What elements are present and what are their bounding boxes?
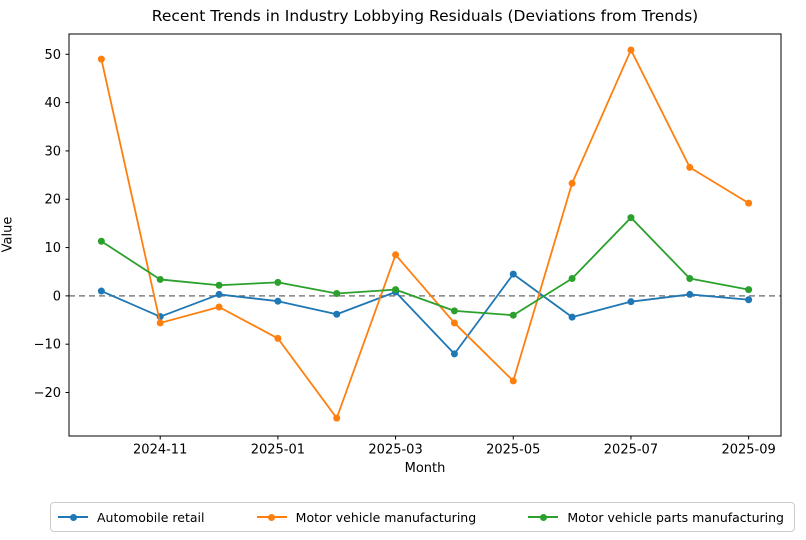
data-point-motor-vehicle-manufacturing: [156, 319, 164, 327]
y-tick-label: 0: [53, 289, 61, 304]
data-point-motor-vehicle-manufacturing: [274, 334, 282, 342]
x-tick-label: 2024-11: [133, 443, 187, 458]
data-point-motor-vehicle-parts-manufacturing: [686, 274, 694, 282]
y-tick-label: 10: [44, 241, 61, 256]
data-point-automobile-retail: [568, 313, 576, 321]
legend-entry-motor-vehicle-manufacturing: Motor vehicle manufacturing: [256, 509, 477, 525]
x-tick-label: 2025-03: [368, 443, 422, 458]
data-point-automobile-retail: [627, 298, 635, 306]
series-line-motor-vehicle-parts-manufacturing: [100, 216, 750, 317]
data-point-motor-vehicle-parts-manufacturing: [156, 275, 164, 283]
legend-label: Motor vehicle parts manufacturing: [567, 509, 784, 525]
line-dot-marker-icon: [528, 513, 559, 521]
x-axis-label: Month: [404, 461, 446, 476]
data-point-motor-vehicle-manufacturing: [392, 251, 400, 259]
legend: Automobile retail Motor vehicle manufact…: [50, 502, 795, 532]
legend-entry-automobile-retail: Automobile retail: [58, 510, 204, 525]
series-line-motor-vehicle-manufacturing: [100, 49, 750, 420]
y-axis-label: Value: [0, 216, 16, 253]
chart-title: Recent Trends in Industry Lobbying Resid…: [151, 7, 699, 25]
data-point-motor-vehicle-parts-manufacturing: [745, 286, 753, 294]
legend-label: Automobile retail: [97, 509, 205, 525]
data-point-automobile-retail: [333, 310, 341, 318]
data-point-automobile-retail: [686, 290, 694, 298]
x-tick-label: 2025-01: [251, 443, 305, 458]
x-tick-label: 2025-09: [721, 443, 775, 458]
data-point-motor-vehicle-manufacturing: [509, 377, 517, 385]
y-tick-label: 50: [44, 48, 61, 63]
data-point-automobile-retail: [509, 270, 517, 278]
data-point-motor-vehicle-manufacturing: [627, 46, 635, 54]
y-tick-label: 30: [44, 144, 61, 159]
data-point-motor-vehicle-manufacturing: [568, 179, 576, 187]
data-point-automobile-retail: [215, 290, 223, 298]
data-point-automobile-retail: [274, 297, 282, 305]
x-tick-label: 2025-07: [604, 443, 658, 458]
data-point-motor-vehicle-parts-manufacturing: [215, 281, 223, 289]
data-point-motor-vehicle-manufacturing: [215, 303, 223, 311]
data-point-motor-vehicle-parts-manufacturing: [627, 214, 635, 222]
data-point-motor-vehicle-manufacturing: [745, 199, 753, 207]
data-point-automobile-retail: [97, 287, 105, 295]
y-tick-label: 40: [44, 96, 61, 111]
series-line-automobile-retail: [100, 273, 750, 355]
data-point-motor-vehicle-parts-manufacturing: [392, 286, 400, 294]
data-point-motor-vehicle-manufacturing: [686, 163, 694, 171]
data-point-automobile-retail: [745, 296, 753, 304]
y-tick-label: −20: [34, 386, 61, 401]
data-point-motor-vehicle-parts-manufacturing: [568, 274, 576, 282]
legend-label: Motor vehicle manufacturing: [295, 509, 477, 525]
line-dot-marker-icon: [256, 513, 287, 521]
legend-entry-motor-vehicle-parts-manufacturing: Motor vehicle parts manufacturing: [528, 510, 784, 525]
x-tick-label: 2025-05: [486, 443, 540, 458]
line-dot-marker-icon: [58, 513, 88, 521]
data-point-motor-vehicle-parts-manufacturing: [509, 311, 517, 319]
axes-frame: [68, 33, 782, 437]
data-point-motor-vehicle-parts-manufacturing: [450, 307, 458, 315]
data-point-motor-vehicle-manufacturing: [97, 55, 105, 63]
data-point-automobile-retail: [450, 350, 458, 358]
data-point-motor-vehicle-manufacturing: [333, 414, 341, 422]
data-point-motor-vehicle-manufacturing: [450, 319, 458, 327]
data-point-motor-vehicle-parts-manufacturing: [97, 237, 105, 245]
data-point-motor-vehicle-parts-manufacturing: [333, 289, 341, 297]
y-tick-label: 20: [44, 193, 61, 208]
data-point-motor-vehicle-parts-manufacturing: [274, 278, 282, 286]
y-tick-label: −10: [34, 338, 61, 353]
